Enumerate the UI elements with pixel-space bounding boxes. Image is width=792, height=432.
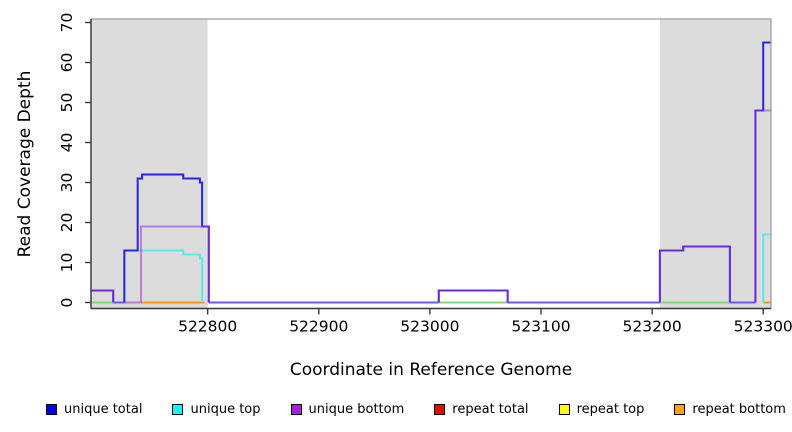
coverage-chart: 522800 522900 523000 523100 523200 523300 0 10 2… [15, 13, 792, 380]
legend-label: unique bottom [308, 401, 405, 417]
coverage-series-lines [91, 41, 771, 304]
legend-swatch-repeat-total [434, 403, 446, 415]
legend-item-unique-bottom: unique bottom [290, 401, 405, 417]
svg-text:10: 10 [58, 253, 76, 273]
legend-swatch-unique-total [46, 403, 57, 415]
chart-legend: unique total unique top unique bottom repea… [46, 398, 786, 420]
x-axis-title: Coordinate in Reference Genome [290, 360, 572, 380]
legend-item-unique-top: unique top [172, 401, 261, 417]
legend-label: repeat top [576, 401, 645, 417]
svg-text:523000: 523000 [400, 318, 459, 336]
svg-text:522800: 522800 [178, 318, 237, 336]
svg-text:523100: 523100 [511, 318, 570, 336]
svg-text:60: 60 [58, 53, 76, 73]
svg-text:523300: 523300 [734, 318, 792, 336]
svg-text:30: 30 [58, 173, 76, 193]
legend-swatch-repeat-top [558, 403, 570, 415]
legend-swatch-unique-top [172, 403, 184, 415]
legend-item-repeat-total: repeat total [434, 401, 529, 417]
svg-text:20: 20 [58, 213, 76, 233]
y-axis-title: Read Coverage Depth [15, 71, 35, 258]
svg-text:0: 0 [58, 298, 76, 308]
legend-label: unique total [64, 401, 143, 417]
legend-item-unique-total: unique total [46, 402, 142, 417]
legend-label: repeat total [452, 401, 529, 417]
axes: 522800 522900 523000 523100 523200 523300 0 10 2… [58, 13, 792, 336]
svg-text:523200: 523200 [623, 318, 682, 336]
svg-text:40: 40 [58, 133, 76, 153]
shaded-regions [91, 19, 771, 309]
legend-swatch-unique-bottom [290, 403, 302, 415]
legend-item-repeat-bottom: repeat bottom [674, 402, 786, 417]
legend-item-repeat-top: repeat top [558, 401, 645, 417]
legend-swatch-repeat-bottom [674, 403, 686, 415]
legend-label: unique top [190, 401, 261, 417]
svg-text:50: 50 [58, 93, 76, 113]
legend-label: repeat bottom [692, 401, 786, 417]
svg-text:70: 70 [58, 13, 76, 33]
svg-text:522900: 522900 [289, 318, 348, 336]
